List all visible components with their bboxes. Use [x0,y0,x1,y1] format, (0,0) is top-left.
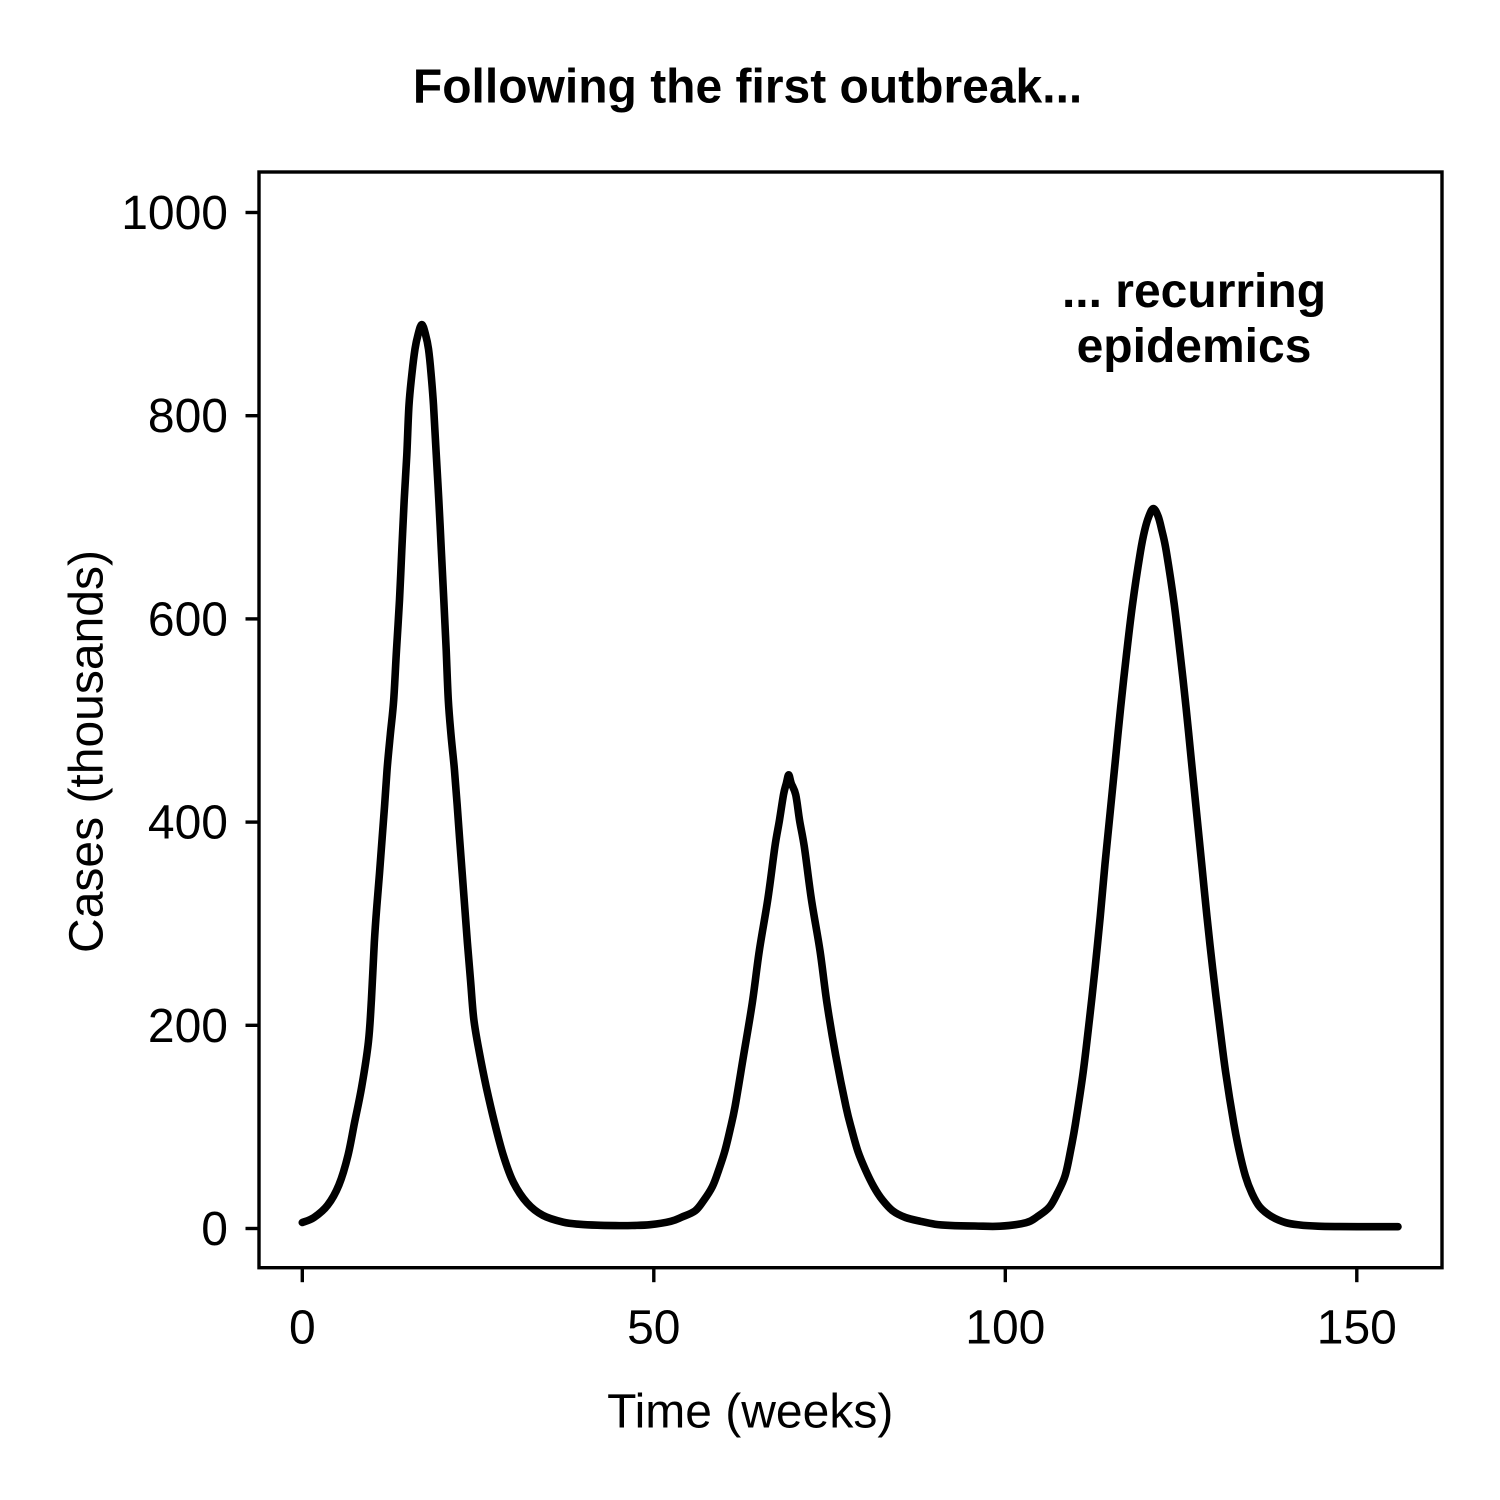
svg-text:50: 50 [627,1302,680,1355]
svg-text:... recurring: ... recurring [1062,265,1326,318]
svg-text:150: 150 [1317,1302,1397,1355]
svg-text:0: 0 [201,1203,228,1256]
svg-text:100: 100 [965,1302,1045,1355]
svg-text:800: 800 [148,390,228,443]
svg-text:200: 200 [148,1000,228,1053]
svg-text:Cases (thousands): Cases (thousands) [61,550,114,953]
svg-text:Following the first outbreak..: Following the first outbreak... [413,61,1082,114]
svg-text:1000: 1000 [121,187,228,240]
svg-text:400: 400 [148,797,228,850]
svg-text:600: 600 [148,593,228,646]
svg-text:epidemics: epidemics [1077,320,1312,373]
svg-text:Time (weeks): Time (weeks) [607,1385,893,1438]
svg-text:0: 0 [289,1302,316,1355]
